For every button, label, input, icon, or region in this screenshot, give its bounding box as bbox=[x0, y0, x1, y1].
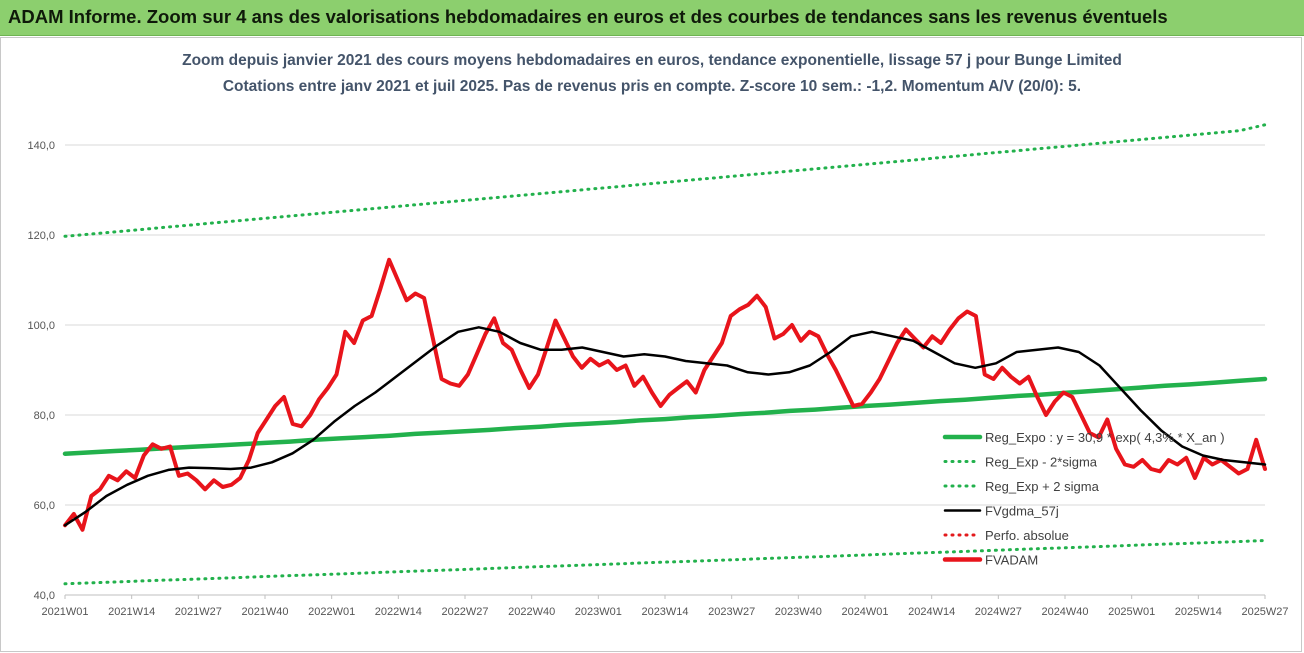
x-tick-label: 2021W27 bbox=[175, 606, 222, 618]
gridlines bbox=[65, 144, 1265, 596]
x-tick-label: 2024W40 bbox=[1041, 606, 1088, 618]
x-tick-label: 2024W27 bbox=[975, 606, 1022, 618]
x-axis: 2021W01 2021W14 2021W27 2021W40 2022W01 2022W… bbox=[41, 594, 1289, 618]
series-line-fvgdma-57j bbox=[63, 326, 1267, 527]
x-tick-label: 2022W27 bbox=[441, 606, 488, 618]
x-tick-label: 2022W01 bbox=[308, 606, 355, 618]
chart-title-line-2: Cotations entre janv 2021 et juil 2025. … bbox=[222, 78, 1082, 95]
x-tick-label: 2024W01 bbox=[841, 606, 888, 618]
x-tick-label: 2025W14 bbox=[1175, 606, 1222, 618]
y-tick-label: 120,0 bbox=[27, 230, 55, 242]
y-tick-label: 100,0 bbox=[27, 320, 55, 332]
series-line-fvadam bbox=[63, 257, 1267, 532]
x-tick-label: 2024W14 bbox=[908, 606, 955, 618]
legend-label: FVADAM bbox=[985, 553, 1038, 568]
x-tick-label: 2025W27 bbox=[1241, 606, 1288, 618]
y-tick-label: 60,0 bbox=[34, 500, 55, 512]
x-tick-label: 2025W01 bbox=[1108, 606, 1155, 618]
x-tick-label: 2021W40 bbox=[241, 606, 288, 618]
y-tick-label: 40,0 bbox=[34, 590, 55, 602]
chart-frame bbox=[0, 37, 1302, 652]
x-tick-label: 2023W14 bbox=[641, 606, 688, 618]
series-lines bbox=[62, 123, 1268, 586]
legend-label: Reg_Exp - 2*sigma bbox=[985, 455, 1098, 470]
report-banner: ADAM Informe. Zoom sur 4 ans des valoris… bbox=[0, 0, 1304, 36]
x-tick-label: 2022W40 bbox=[508, 606, 555, 618]
x-tick-label: 2022W14 bbox=[375, 606, 422, 618]
x-tick-label: 2021W14 bbox=[108, 606, 155, 618]
legend-label: Reg_Exp + 2 sigma bbox=[985, 479, 1100, 494]
series-line-reg-exp-2-sigma bbox=[63, 123, 1267, 238]
x-tick-label: 2021W01 bbox=[41, 606, 88, 618]
series-line-reg-exp-2-sigma bbox=[63, 539, 1267, 586]
legend: Reg_Expo : y = 30,9 * exp( 4,3% * X_an )… bbox=[942, 430, 1225, 568]
x-tick-label: 2023W27 bbox=[708, 606, 755, 618]
y-tick-label: 80,0 bbox=[34, 410, 55, 422]
legend-label: Reg_Expo : y = 30,9 * exp( 4,3% * X_an ) bbox=[985, 430, 1225, 445]
chart-title-line-1: Zoom depuis janvier 2021 des cours moyen… bbox=[182, 52, 1122, 69]
x-tick-label: 2023W40 bbox=[775, 606, 822, 618]
y-axis: 40,0 60,0 80,0 100,0 120,0 140,0 bbox=[27, 140, 55, 602]
y-tick-label: 140,0 bbox=[27, 140, 55, 152]
x-tick-label: 2023W01 bbox=[575, 606, 622, 618]
legend-label: FVgdma_57j bbox=[985, 504, 1059, 519]
banner-title: ADAM Informe. Zoom sur 4 ans des valoris… bbox=[8, 6, 1168, 27]
legend-label: Perfo. absolue bbox=[985, 528, 1069, 543]
